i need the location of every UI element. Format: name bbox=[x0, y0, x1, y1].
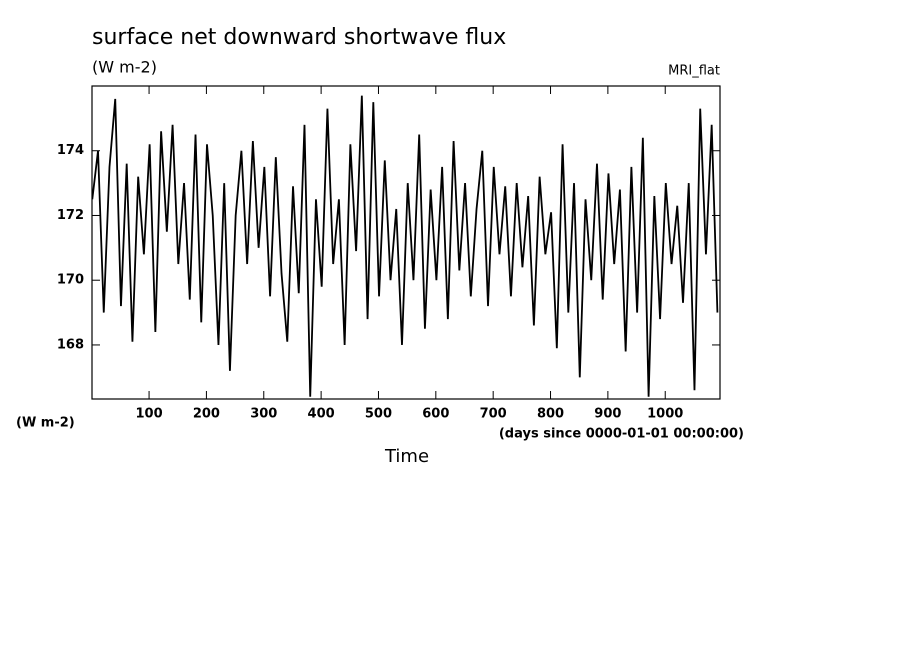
x-tick-label: 1000 bbox=[647, 407, 683, 422]
y-axis-label: (W m-2) bbox=[16, 416, 75, 431]
data-line bbox=[92, 95, 719, 397]
x-tick-label: 900 bbox=[594, 407, 621, 422]
chart-subtitle: (W m-2) bbox=[92, 58, 157, 77]
y-tick-label: 168 bbox=[57, 337, 84, 352]
y-tick-label: 174 bbox=[57, 143, 84, 158]
x-tick-label: 500 bbox=[365, 407, 392, 422]
y-tick-label: 170 bbox=[57, 273, 84, 288]
x-tick-label: 300 bbox=[250, 407, 277, 422]
y-tick-label: 172 bbox=[57, 208, 84, 223]
chart-title: surface net downward shortwave flux bbox=[92, 25, 506, 50]
annotation: MRI_flat bbox=[668, 64, 720, 79]
x-tick-label: 100 bbox=[135, 407, 162, 422]
x-axis-label: Time bbox=[384, 446, 429, 467]
x-tick-label: 600 bbox=[422, 407, 449, 422]
plot-frame bbox=[91, 85, 721, 400]
x-tick-label: 800 bbox=[537, 407, 564, 422]
x-tick-label: 200 bbox=[193, 407, 220, 422]
x-tick-label: 400 bbox=[308, 407, 335, 422]
x-axis-units: (days since 0000-01-01 00:00:00) bbox=[499, 427, 744, 442]
x-tick-label: 700 bbox=[480, 407, 507, 422]
